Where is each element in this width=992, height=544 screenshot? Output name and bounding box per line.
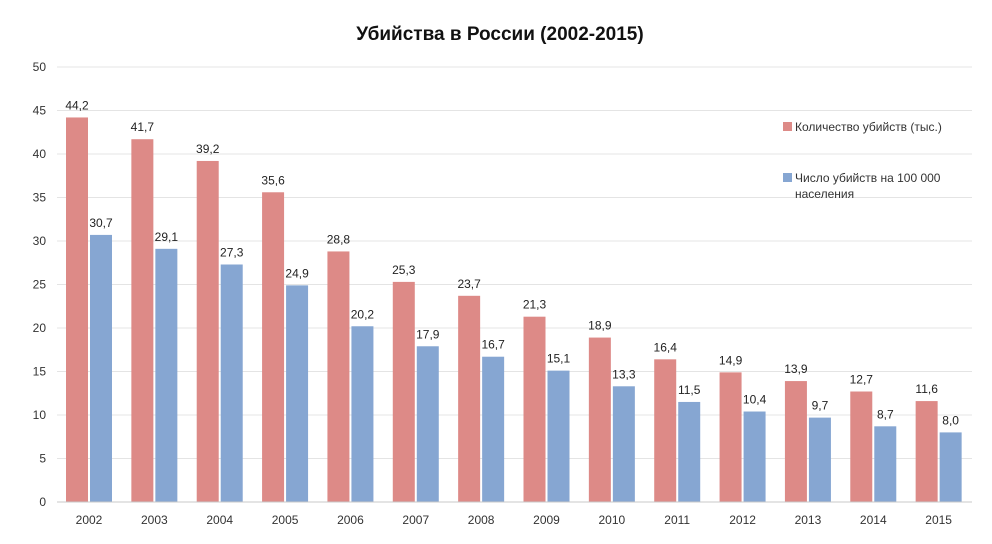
bar-kills-2010 <box>588 337 611 502</box>
bars <box>66 117 962 503</box>
bar-rate-2011 <box>678 401 701 502</box>
y-tick-label: 30 <box>33 234 47 248</box>
bar-kills-2004 <box>196 160 219 502</box>
data-label-rate-2012: 10,4 <box>743 393 767 407</box>
data-label-kills-2013: 13,9 <box>784 362 808 376</box>
data-label-rate-2005: 24,9 <box>285 266 309 280</box>
x-tick-label-2010: 2010 <box>599 513 626 527</box>
bar-kills-2013 <box>784 381 807 502</box>
bar-rate-2006 <box>351 326 374 502</box>
x-tick-label-2014: 2014 <box>860 513 887 527</box>
bar-kills-2009 <box>523 316 546 502</box>
y-tick-label: 15 <box>33 365 47 379</box>
data-label-kills-2009: 21,3 <box>523 298 547 312</box>
y-tick-label: 50 <box>33 60 47 74</box>
data-label-kills-2015: 11,6 <box>915 382 938 396</box>
data-label-rate-2010: 13,3 <box>612 367 636 381</box>
x-tick-label-2002: 2002 <box>76 513 103 527</box>
bar-kills-2002 <box>66 117 88 503</box>
x-tick-label-2003: 2003 <box>141 513 168 527</box>
legend: Количество убийств (тыс.) Число убийств н… <box>783 120 942 201</box>
data-label-rate-2002: 30,7 <box>89 216 113 230</box>
data-label-rate-2015: 8,0 <box>942 413 959 427</box>
legend-label-rate: населения <box>795 187 854 201</box>
bar-kills-2014 <box>850 391 873 502</box>
data-label-kills-2007: 25,3 <box>392 263 416 277</box>
data-label-kills-2006: 28,8 <box>327 232 351 246</box>
data-label-kills-2005: 35,6 <box>261 173 285 187</box>
data-label-rate-2004: 27,3 <box>220 245 244 259</box>
bar-rate-2008 <box>482 356 505 502</box>
y-tick-label: 45 <box>33 104 47 118</box>
bar-kills-2006 <box>327 251 350 502</box>
bar-kills-2005 <box>262 192 285 502</box>
bar-kills-2008 <box>458 295 481 502</box>
x-tick-label-2009: 2009 <box>533 513 560 527</box>
data-label-kills-2014: 12,7 <box>850 373 874 387</box>
y-tick-label: 25 <box>33 278 47 292</box>
bar-rate-2012 <box>743 411 766 502</box>
bar-rate-2014 <box>874 426 897 502</box>
data-label-kills-2010: 18,9 <box>588 319 612 333</box>
data-label-kills-2012: 14,9 <box>719 353 743 367</box>
bar-rate-2013 <box>808 417 831 502</box>
y-axis: 0 5 10 15 20 25 30 35 40 45 50 <box>33 60 47 509</box>
bar-rate-2015 <box>939 432 962 502</box>
data-label-rate-2013: 9,7 <box>812 399 829 413</box>
legend-swatch-kills <box>783 122 792 131</box>
x-axis: 2002 2003 2004 2005 2006 2007 2008 2009 2010 2011… <box>57 501 972 527</box>
data-label-rate-2011: 11,5 <box>678 383 701 397</box>
y-tick-label: 35 <box>33 191 47 205</box>
data-label-rate-2009: 15,1 <box>547 352 571 366</box>
data-label-kills-2008: 23,7 <box>457 277 481 291</box>
bar-rate-2009 <box>547 370 570 502</box>
data-label-kills-2003: 41,7 <box>131 120 155 134</box>
bar-kills-2015 <box>915 401 938 502</box>
x-tick-label-2005: 2005 <box>272 513 299 527</box>
x-tick-label-2004: 2004 <box>206 513 233 527</box>
bar-rate-2004 <box>220 264 243 502</box>
y-tick-label: 40 <box>33 147 47 161</box>
y-tick-label: 20 <box>33 321 47 335</box>
legend-label-kills: Количество убийств (тыс.) <box>795 120 942 134</box>
x-tick-label-2011: 2011 <box>664 513 690 527</box>
bar-kills-2007 <box>392 281 415 502</box>
data-label-rate-2008: 16,7 <box>481 338 505 352</box>
y-tick-label: 5 <box>39 452 46 466</box>
bar-rate-2007 <box>416 346 439 502</box>
legend-swatch-rate <box>783 173 792 182</box>
x-tick-label-2008: 2008 <box>468 513 495 527</box>
data-label-rate-2014: 8,7 <box>877 407 894 421</box>
bar-kills-2011 <box>654 359 677 502</box>
x-tick-label-2012: 2012 <box>729 513 756 527</box>
chart-title: Убийства в России (2002-2015) <box>356 24 643 45</box>
data-label-kills-2002: 44,2 <box>65 98 89 112</box>
data-label-rate-2006: 20,2 <box>351 307 375 321</box>
bar-rate-2010 <box>612 386 635 502</box>
data-label-rate-2007: 17,9 <box>416 327 440 341</box>
x-tick-label-2015: 2015 <box>925 513 952 527</box>
bar-rate-2005 <box>286 285 309 502</box>
x-tick-label-2013: 2013 <box>795 513 822 527</box>
y-tick-label: 10 <box>33 408 47 422</box>
bar-rate-2002 <box>90 234 112 502</box>
data-label-kills-2011: 16,4 <box>654 340 678 354</box>
legend-label-rate: Число убийств на 100 000 <box>795 171 941 185</box>
bar-kills-2012 <box>719 372 742 502</box>
x-tick-label-2007: 2007 <box>402 513 429 527</box>
y-tick-label: 0 <box>39 495 46 509</box>
data-label-rate-2003: 29,1 <box>155 230 179 244</box>
x-tick-label-2006: 2006 <box>337 513 364 527</box>
data-labels: 44,2 30,7 41,7 29,1 39,2 27,3 35,6 24,9 28,8 20,2… <box>65 98 959 427</box>
data-label-kills-2004: 39,2 <box>196 142 220 156</box>
bar-kills-2003 <box>131 139 154 502</box>
bar-rate-2003 <box>155 248 178 502</box>
